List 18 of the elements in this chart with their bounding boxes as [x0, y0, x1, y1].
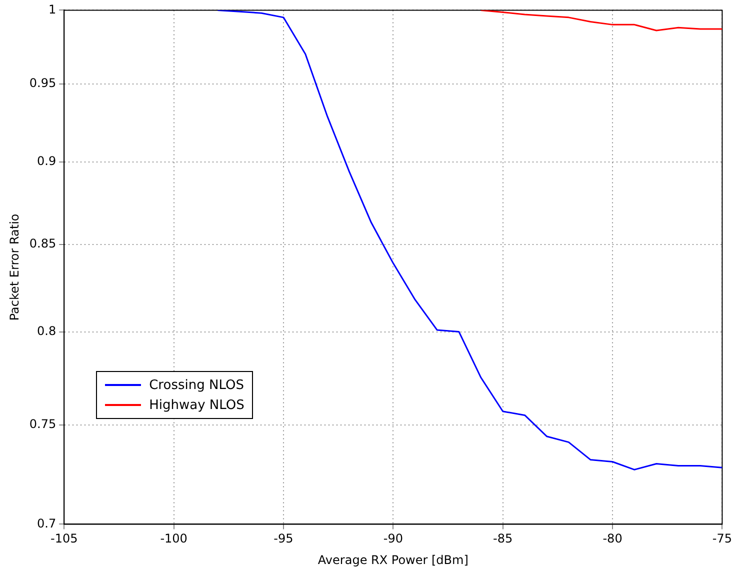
- x-tick-label: -95: [274, 532, 294, 546]
- y-axis-title: Packet Error Ratio: [7, 214, 22, 321]
- y-tick-label: 0.95: [29, 76, 56, 90]
- x-axis-title: Average RX Power [dBm]: [318, 552, 468, 567]
- x-tick-label: -100: [160, 532, 188, 546]
- x-tick-label: -75: [712, 532, 732, 546]
- y-tick-label: 0.85: [29, 236, 56, 251]
- x-tick-label: -105: [50, 532, 78, 546]
- x-tick-label: -90: [383, 532, 403, 546]
- x-tick-label: -85: [493, 532, 513, 546]
- y-tick-label: 0.8: [37, 324, 56, 338]
- y-tick-label: 0.9: [37, 154, 56, 168]
- y-tick-label: 0.7: [37, 516, 56, 530]
- legend-label: Highway NLOS: [149, 398, 244, 413]
- x-tick-label: -80: [602, 532, 622, 546]
- legend-label: Crossing NLOS: [149, 378, 244, 393]
- y-tick-label: 1: [48, 2, 56, 16]
- y-tick-label: 0.75: [29, 416, 56, 431]
